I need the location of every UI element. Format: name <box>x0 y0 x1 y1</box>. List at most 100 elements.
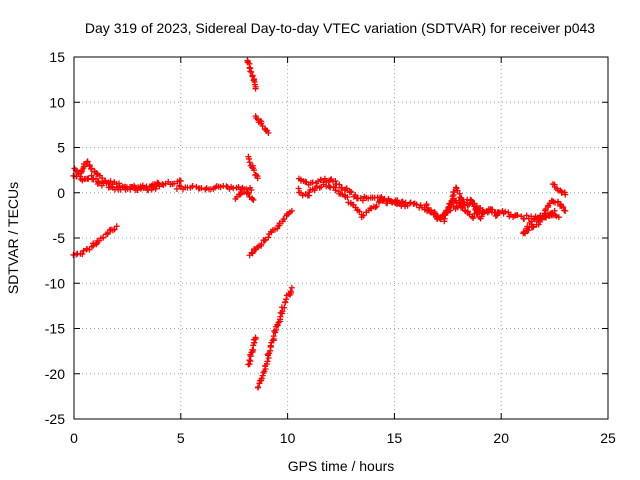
y-tick-label: 10 <box>49 94 65 110</box>
data-point <box>471 200 478 207</box>
data-point <box>281 216 288 223</box>
data-point <box>456 199 463 206</box>
data-point <box>252 334 259 341</box>
data-point <box>100 234 107 241</box>
data-point <box>336 181 343 188</box>
data-point <box>281 304 288 311</box>
x-tick-label: 25 <box>600 430 616 446</box>
data-point <box>274 225 281 232</box>
data-point <box>356 208 363 215</box>
data-point <box>265 234 272 241</box>
data-point <box>295 185 302 192</box>
data-segment <box>252 113 272 137</box>
data-point <box>470 215 477 222</box>
data-point <box>84 158 91 165</box>
data-point <box>551 207 558 214</box>
data-point <box>544 204 551 211</box>
x-tick-label: 0 <box>70 430 78 446</box>
data-point <box>217 184 224 191</box>
data-point <box>454 187 461 194</box>
data-point <box>108 183 115 190</box>
data-point <box>128 183 135 190</box>
data-point <box>562 207 569 214</box>
x-tick-label: 5 <box>177 430 185 446</box>
data-point <box>424 204 431 211</box>
ticks: 0 5 10 15 20 25 -25 -20 -15 -10 -5 0 5 10 15 <box>45 49 616 446</box>
data-segment <box>70 223 120 258</box>
data-point <box>246 155 253 162</box>
x-tick-label: 10 <box>280 430 296 446</box>
data-point <box>562 191 569 198</box>
data-point <box>248 68 255 75</box>
data-point <box>250 196 257 203</box>
data-point <box>245 190 252 197</box>
data-segment <box>245 334 259 368</box>
data-point <box>137 183 144 190</box>
data-point <box>360 212 367 219</box>
data-point <box>134 186 141 193</box>
data-point <box>288 207 295 214</box>
data-point <box>457 200 464 207</box>
y-tick-label: -25 <box>45 411 65 427</box>
data-point <box>198 185 205 192</box>
data-point <box>237 191 244 198</box>
data-point <box>332 178 339 185</box>
data-point <box>265 130 272 137</box>
data-point <box>223 183 230 190</box>
data-point <box>189 183 196 189</box>
data-segment <box>244 57 259 92</box>
data-segment <box>70 172 163 194</box>
data-point <box>258 375 265 382</box>
data-point <box>77 173 84 180</box>
data-point <box>478 213 485 220</box>
data-point <box>246 64 253 71</box>
data-point <box>332 187 339 194</box>
data-point <box>372 204 379 211</box>
data-point <box>299 192 306 199</box>
data-point <box>423 201 430 208</box>
data-point <box>525 227 532 234</box>
data-point <box>388 199 395 206</box>
data-point <box>177 177 184 184</box>
data-segment <box>71 158 184 192</box>
data-point <box>282 299 289 306</box>
y-tick-label: 5 <box>57 140 65 156</box>
y-tick-label: -5 <box>53 230 66 246</box>
data-point <box>246 357 253 364</box>
data-segment <box>173 182 255 194</box>
data-point <box>560 204 567 211</box>
data-point <box>261 237 268 244</box>
data-segment <box>423 184 500 225</box>
data-point <box>380 197 387 204</box>
data-point <box>529 224 536 231</box>
data-point <box>79 251 86 258</box>
data-point <box>373 203 380 210</box>
chart-title: Day 319 of 2023, Sidereal Day-to-day VTE… <box>85 20 595 36</box>
data-point <box>451 189 458 196</box>
data-segment <box>254 284 295 391</box>
data-point <box>528 218 535 225</box>
data-point <box>88 165 95 172</box>
data-point <box>555 214 562 221</box>
x-tick-label: 15 <box>387 430 403 446</box>
data-point <box>444 208 451 215</box>
data-point <box>530 223 537 230</box>
data-point <box>493 212 500 219</box>
data-point <box>523 212 530 219</box>
data-point <box>321 175 328 182</box>
data-segment <box>520 207 558 237</box>
data-point <box>156 183 163 190</box>
data-point <box>276 220 283 227</box>
data-point <box>348 188 355 195</box>
data-point <box>254 175 261 182</box>
data-point <box>248 249 255 256</box>
data-point <box>343 185 350 192</box>
data-point <box>459 204 466 211</box>
data-segment <box>295 181 409 221</box>
data-point <box>173 185 180 192</box>
data-point <box>248 187 255 194</box>
data-point <box>446 204 453 211</box>
y-tick-label: -20 <box>45 366 65 382</box>
data-segment <box>232 186 257 203</box>
